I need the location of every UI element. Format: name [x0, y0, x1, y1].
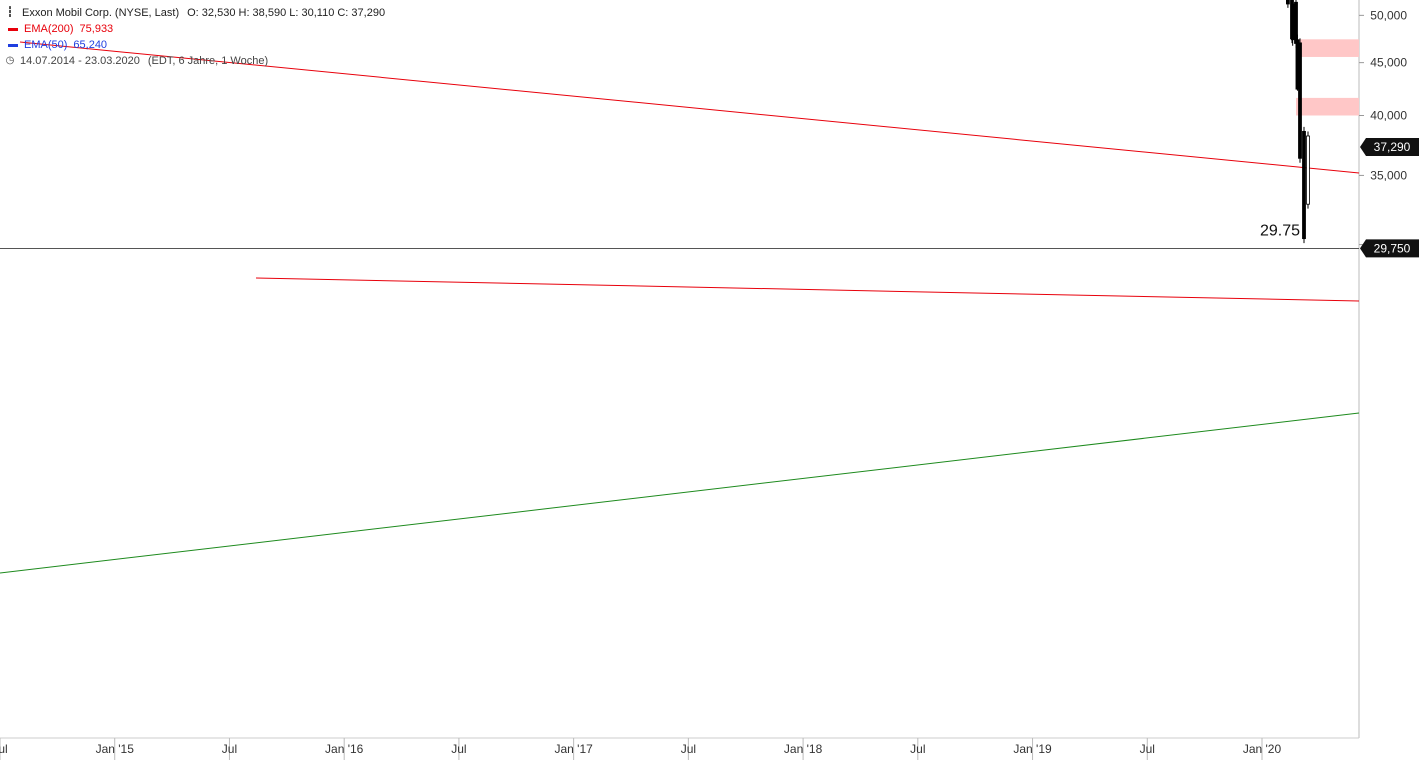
x-tick-label: Jul — [910, 742, 925, 756]
ema50-value: 65,240 — [73, 39, 108, 51]
ema200-label: EMA(200) — [24, 23, 74, 35]
range-info: (EDT, 6 Jahre, 1 Woche) — [147, 55, 269, 67]
x-tick-label: Jul — [222, 742, 237, 756]
y-tick-label: 50,000 — [1370, 8, 1407, 22]
x-tick-label: Jul — [681, 742, 696, 756]
price-axis-panel — [1359, 0, 1420, 760]
y-tick-label: 40,000 — [1370, 108, 1407, 122]
legend-ema200-row: EMA(200) 75,933 — [4, 21, 385, 37]
support-trend-line — [255, 277, 1360, 302]
clock-icon: ◷ — [5, 55, 15, 66]
legend-ema50-row: EMA(50) 65,240 — [4, 37, 385, 53]
ema50-label: EMA(50) — [24, 39, 68, 51]
instrument-title: Exxon Mobil Corp. (NYSE, Last) — [22, 7, 180, 19]
long-term-green-trend-line — [0, 412, 1360, 574]
legend-title-row: ┇ Exxon Mobil Corp. (NYSE, Last) O: 32,5… — [4, 5, 385, 21]
x-axis-ticks: Jul Jan '15 Jul Jan '16 Jul Jan '17 Jul Jan '18… — [0, 738, 1281, 760]
candle-body — [1298, 42, 1302, 159]
x-tick-label: Jan '18 — [784, 742, 823, 756]
downtrend-resistance-line — [19, 41, 1360, 174]
x-tick-label: Jul — [0, 742, 8, 756]
candle-body — [1302, 130, 1306, 240]
last-price-badge-bg — [1360, 137, 1419, 156]
price-level-labels: 104.7673.1266.5555.9429.75 — [1260, 222, 1300, 239]
x-tick-label: Jan '19 — [1013, 742, 1052, 756]
gap-zones — [1296, 39, 1359, 116]
level-badge-text: 29,750 — [1374, 241, 1411, 255]
candle-body — [1294, 1, 1298, 44]
y-tick-label: 45,000 — [1370, 56, 1407, 70]
ema200-value: 75,933 — [79, 23, 114, 35]
y-tick-label: 35,000 — [1370, 168, 1407, 182]
candle-body — [1290, 0, 1294, 40]
candlesticks — [1286, 0, 1310, 244]
gap-zone — [1296, 39, 1359, 57]
candle-body — [1286, 0, 1290, 5]
ema50-swatch — [8, 43, 18, 47]
last-price-badge-text: 37,290 — [1374, 140, 1411, 154]
x-tick-label: Jul — [451, 742, 466, 756]
gap-zone — [1296, 97, 1359, 116]
chart-legend: ┇ Exxon Mobil Corp. (NYSE, Last) O: 32,5… — [4, 5, 385, 69]
ohlc-readout: O: 32,530 H: 38,590 L: 30,110 C: 37,290 — [187, 7, 386, 19]
x-tick-label: Jan '20 — [1243, 742, 1282, 756]
candle-body — [1306, 135, 1310, 205]
level-label: 29.75 — [1260, 222, 1300, 239]
x-tick-label: Jan '16 — [325, 742, 364, 756]
legend-range-row: ◷ 14.07.2014 - 23.03.2020 (EDT, 6 Jahre,… — [4, 53, 385, 69]
level-badge-bg — [1360, 239, 1419, 258]
candlestick-icon: ┇ — [6, 7, 14, 18]
price-level-lines — [0, 248, 1359, 249]
date-range: 14.07.2014 - 23.03.2020 — [20, 55, 140, 67]
x-tick-label: Jan '17 — [554, 742, 593, 756]
ema200-swatch — [8, 27, 18, 31]
x-tick-label: Jan '15 — [96, 742, 135, 756]
x-tick-label: Jul — [1140, 742, 1155, 756]
